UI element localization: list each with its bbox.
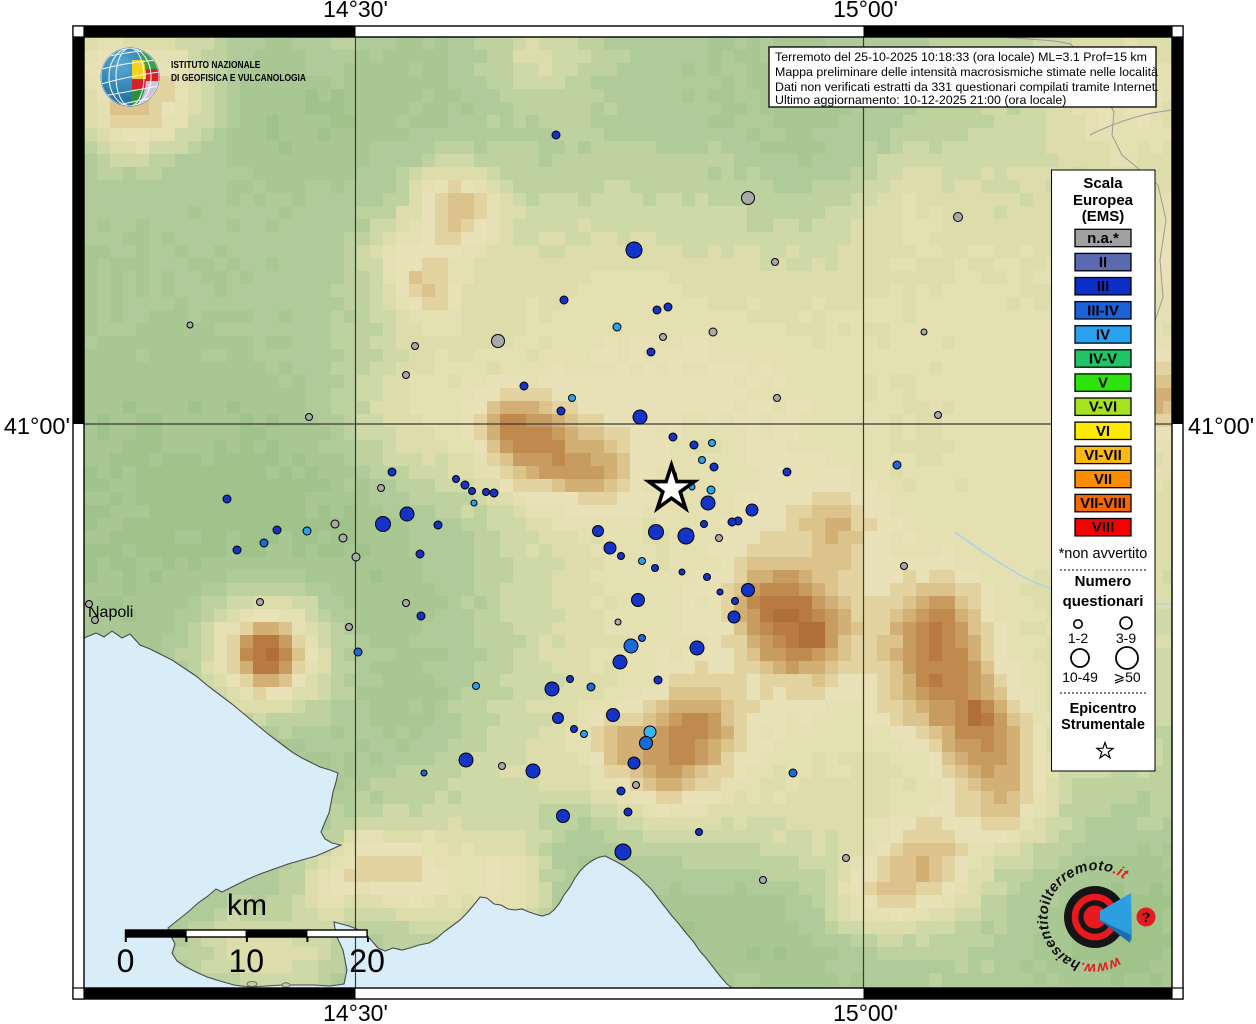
svg-text:questionari: questionari (1063, 593, 1144, 610)
svg-text:Mappa preliminare delle intens: Mappa preliminare delle intensità macros… (775, 65, 1158, 79)
svg-text:VI-VII: VI-VII (1084, 447, 1122, 464)
svg-text:⩾50: ⩾50 (1113, 669, 1141, 685)
svg-text:14°30': 14°30' (323, 0, 388, 22)
svg-text:ISTITUTO NAZIONALE: ISTITUTO NAZIONALE (171, 59, 260, 71)
svg-text:3-9: 3-9 (1116, 630, 1136, 646)
svg-text:0: 0 (117, 943, 135, 979)
svg-text:Dati non verificati estratti d: Dati non verificati estratti da 331 ques… (775, 80, 1159, 94)
svg-text:15°00': 15°00' (833, 0, 898, 22)
svg-text:V-VI: V-VI (1089, 399, 1117, 416)
svg-text:41°00': 41°00' (4, 413, 70, 439)
svg-text:Scala: Scala (1083, 175, 1123, 192)
svg-text:IV: IV (1096, 326, 1110, 343)
svg-text:15°00': 15°00' (833, 1000, 898, 1024)
svg-text:41°00': 41°00' (1188, 413, 1254, 439)
svg-text:III: III (1097, 278, 1110, 295)
svg-text:Terremoto del 25-10-2025 10:18: Terremoto del 25-10-2025 10:18:33 (ora l… (775, 50, 1147, 64)
svg-text:n.a.*: n.a.* (1087, 230, 1119, 247)
svg-text:10-49: 10-49 (1062, 669, 1098, 685)
svg-text:Ultimo aggiornamento: 10-12-20: Ultimo aggiornamento: 10-12-2025 21:00 (… (775, 93, 1066, 107)
svg-text:10: 10 (229, 943, 265, 979)
svg-text:(EMS): (EMS) (1082, 208, 1125, 225)
svg-text:VI: VI (1096, 423, 1110, 440)
svg-text:VII: VII (1094, 471, 1112, 488)
svg-text:Strumentale: Strumentale (1061, 717, 1145, 733)
svg-text:VIII: VIII (1092, 519, 1115, 536)
svg-text:VII-VIII: VII-VIII (1080, 495, 1126, 512)
svg-text:20: 20 (349, 943, 385, 979)
svg-text:?: ? (1142, 909, 1151, 925)
svg-text:Europea: Europea (1073, 192, 1134, 209)
svg-text:1-2: 1-2 (1068, 630, 1088, 646)
svg-text:Napoli: Napoli (88, 604, 133, 621)
svg-text:*non avvertito: *non avvertito (1059, 546, 1148, 562)
svg-text:km: km (227, 889, 267, 922)
svg-text:V: V (1098, 375, 1108, 392)
svg-text:III-IV: III-IV (1087, 302, 1119, 319)
svg-text:DI GEOFISICA E VULCANOLOGIA: DI GEOFISICA E VULCANOLOGIA (171, 72, 306, 84)
svg-text:II: II (1099, 254, 1107, 271)
svg-text:IV-V: IV-V (1089, 351, 1117, 368)
svg-text:14°30': 14°30' (323, 1000, 388, 1024)
svg-text:Numero: Numero (1075, 573, 1132, 590)
svg-text:Epicentro: Epicentro (1070, 701, 1137, 717)
